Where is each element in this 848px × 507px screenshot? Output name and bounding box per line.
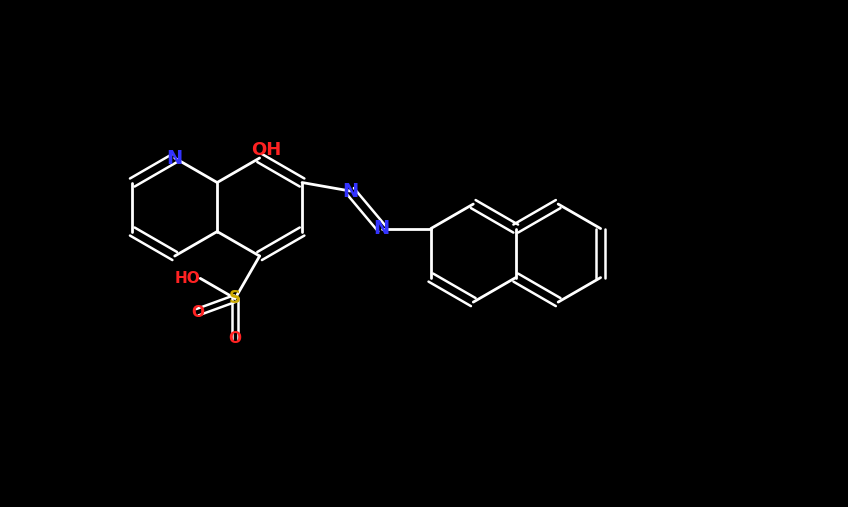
Text: OH: OH xyxy=(251,140,282,159)
Text: O: O xyxy=(191,305,204,320)
Text: O: O xyxy=(229,331,242,346)
Text: N: N xyxy=(374,219,390,238)
Text: S: S xyxy=(229,289,241,307)
Text: N: N xyxy=(343,182,359,201)
Text: HO: HO xyxy=(175,271,200,286)
Text: N: N xyxy=(166,149,183,167)
